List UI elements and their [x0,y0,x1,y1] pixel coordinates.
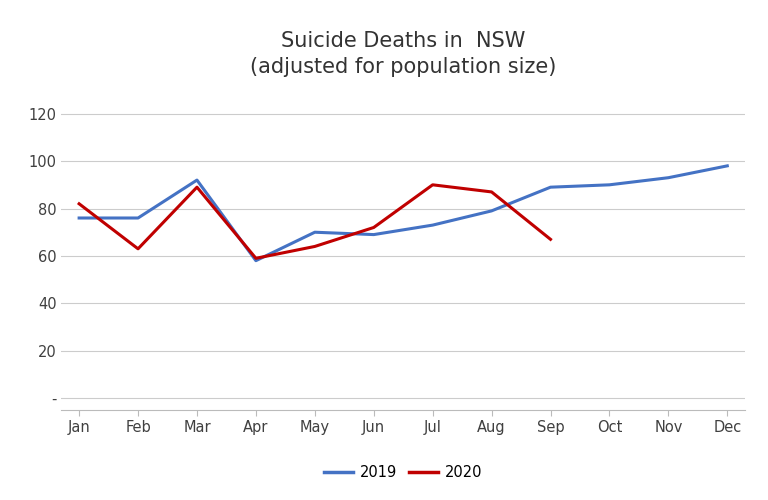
2019 [310,229,319,235]
2019 [369,232,379,237]
2019 [487,208,496,214]
2020 [546,236,555,242]
2019 [251,258,260,264]
2020 [369,224,379,230]
Legend: 2019, 2020: 2019, 2020 [318,459,488,485]
2020 [251,256,260,262]
2020 [487,189,496,195]
2019 [74,215,84,221]
2019 [605,182,614,188]
2019 [546,184,555,190]
Title: Suicide Deaths in  NSW
(adjusted for population size): Suicide Deaths in NSW (adjusted for popu… [250,31,556,78]
Line: 2019: 2019 [79,166,727,260]
2019 [723,163,732,169]
2020 [310,244,319,250]
2020 [192,184,201,190]
2019 [192,177,201,183]
2019 [428,222,437,228]
2020 [74,201,84,207]
Line: 2020: 2020 [79,185,551,258]
2019 [664,174,673,180]
2020 [134,246,143,252]
2019 [134,215,143,221]
2020 [428,182,437,188]
